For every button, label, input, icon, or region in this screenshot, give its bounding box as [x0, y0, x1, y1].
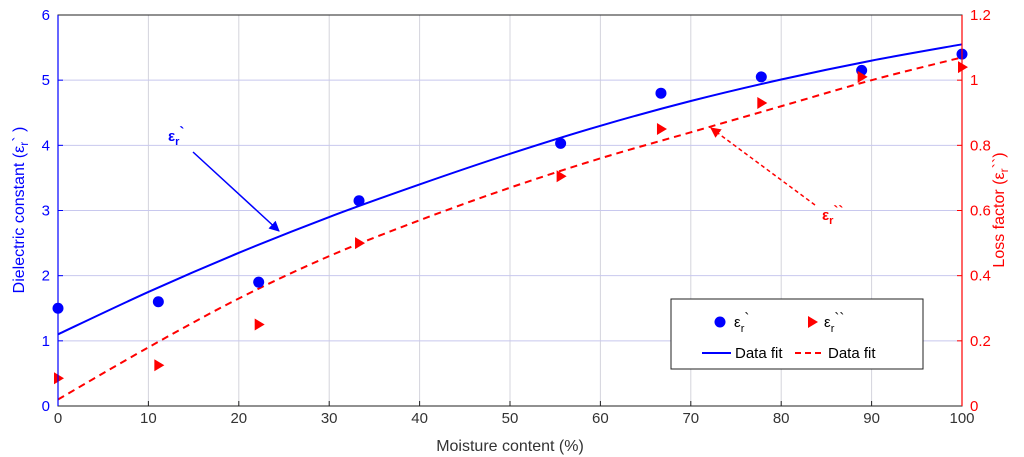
- legend-box: [670, 298, 924, 370]
- data-point-loss-factor: [154, 359, 165, 372]
- anno-eps-prime-end: `: [179, 124, 184, 141]
- data-point-dielectric-constant: [755, 71, 767, 83]
- x-tick-label: 30: [321, 410, 338, 427]
- y-right-tick-label: 1: [970, 72, 978, 89]
- y-left-title-end: ` ): [11, 127, 28, 142]
- annotation-arrow-red: [710, 127, 816, 206]
- x-tick-label: 70: [682, 410, 699, 427]
- data-point-loss-factor: [254, 318, 265, 331]
- x-tick-label: 80: [773, 410, 790, 427]
- data-point-loss-factor: [556, 170, 567, 183]
- x-axis-title-text: Moisture content (%): [436, 438, 584, 455]
- y-axis-left-title: Dielectric constant (εr` ): [11, 127, 31, 294]
- data-point-loss-factor: [958, 61, 968, 74]
- y-right-tick-label: 0.2: [970, 333, 991, 350]
- x-tick-label: 10: [140, 410, 157, 427]
- legend-eps-dprime-end: ``: [834, 310, 844, 327]
- data-point-loss-factor: [857, 70, 868, 83]
- y-right-tick-label: 0.6: [970, 203, 991, 220]
- y-right-tick-label: 0.8: [970, 137, 991, 154]
- annotation-eps-double-prime: εr``: [710, 127, 843, 227]
- data-point-loss-factor: [656, 123, 667, 136]
- anno-eps-dprime-main: ε: [822, 207, 829, 224]
- fit-lines: [57, 43, 963, 401]
- data-point-dielectric-constant: [555, 137, 567, 149]
- data-point-loss-factor: [54, 372, 64, 385]
- svg-text:εr``: εr``: [822, 203, 843, 227]
- grid-lines: [57, 14, 963, 407]
- y-left-tick-label: 4: [42, 137, 50, 154]
- legend-eps-prime-end: `: [744, 310, 749, 327]
- data-point-dielectric-constant: [353, 195, 365, 207]
- legend-eps-prime-sub: r: [741, 323, 745, 335]
- legend-eps-dprime-sub: r: [831, 323, 835, 335]
- legend-eps-dprime-main: ε: [824, 314, 831, 331]
- y-right-tick-label: 0: [970, 398, 978, 415]
- y-right-title-sub: r: [997, 168, 1011, 172]
- fit-line-loss-factor: [57, 56, 963, 401]
- anno-eps-prime-main: ε: [168, 128, 175, 145]
- x-tick-label: 50: [502, 410, 519, 427]
- data-markers: [52, 48, 968, 385]
- fit-line-dielectric-constant: [57, 43, 963, 336]
- annotation-eps-prime: εr`: [168, 124, 280, 232]
- y-left-tick-label: 2: [42, 268, 50, 285]
- legend-label-fit-dashed: Data fit: [828, 345, 876, 362]
- legend-label-eps-double-prime: εr``: [824, 310, 844, 335]
- legend-marker-eps-double-prime: [808, 316, 818, 328]
- anno-eps-dprime-end: ``: [833, 203, 843, 220]
- y-left-title-sub: r: [17, 142, 31, 146]
- legend: εr` εr`` Data fit Data fit: [670, 298, 924, 370]
- x-tick-label: 20: [230, 410, 247, 427]
- y-axis-right-title: Loss factor (εr``): [991, 152, 1011, 267]
- y-right-title-main: Loss factor (ε: [991, 172, 1008, 267]
- y-left-tick-label: 1: [42, 333, 50, 350]
- x-tick-label: 0: [54, 410, 62, 427]
- x-axis-title: Moisture content (%): [436, 438, 584, 455]
- legend-label-fit-solid: Data fit: [735, 345, 783, 362]
- data-point-dielectric-constant: [152, 296, 164, 308]
- x-tick-label: 60: [592, 410, 609, 427]
- y-left-tick-label: 5: [42, 72, 50, 89]
- y-right-tick-label: 0.4: [970, 268, 991, 285]
- legend-eps-prime-main: ε: [734, 314, 741, 331]
- y-left-tick-label: 6: [42, 7, 50, 24]
- legend-label-eps-prime: εr`: [734, 310, 749, 335]
- tick-labels: 0 10 20 30 40 50 60 70 80 90 100012345600.20.40.60…: [42, 7, 991, 427]
- anno-eps-prime-sub: r: [175, 136, 180, 148]
- y-right-tick-label: 1.2: [970, 7, 991, 24]
- y-left-title-main: Dielectric constant (ε: [11, 146, 28, 294]
- data-point-dielectric-constant: [655, 87, 667, 99]
- anno-eps-dprime-sub: r: [829, 215, 834, 227]
- data-point-dielectric-constant: [253, 276, 265, 288]
- data-point-loss-factor: [757, 96, 768, 109]
- legend-marker-eps-prime: [714, 316, 726, 328]
- x-tick-label: 100: [949, 410, 974, 427]
- x-tick-label: 40: [411, 410, 428, 427]
- annotation-arrow-blue: [192, 151, 280, 232]
- y-left-tick-label: 3: [42, 203, 50, 220]
- x-tick-label: 90: [863, 410, 880, 427]
- y-right-title-end: ``): [991, 152, 1008, 168]
- y-left-tick-label: 0: [42, 398, 50, 415]
- svg-text:εr`: εr`: [168, 124, 184, 148]
- data-point-loss-factor: [355, 237, 366, 250]
